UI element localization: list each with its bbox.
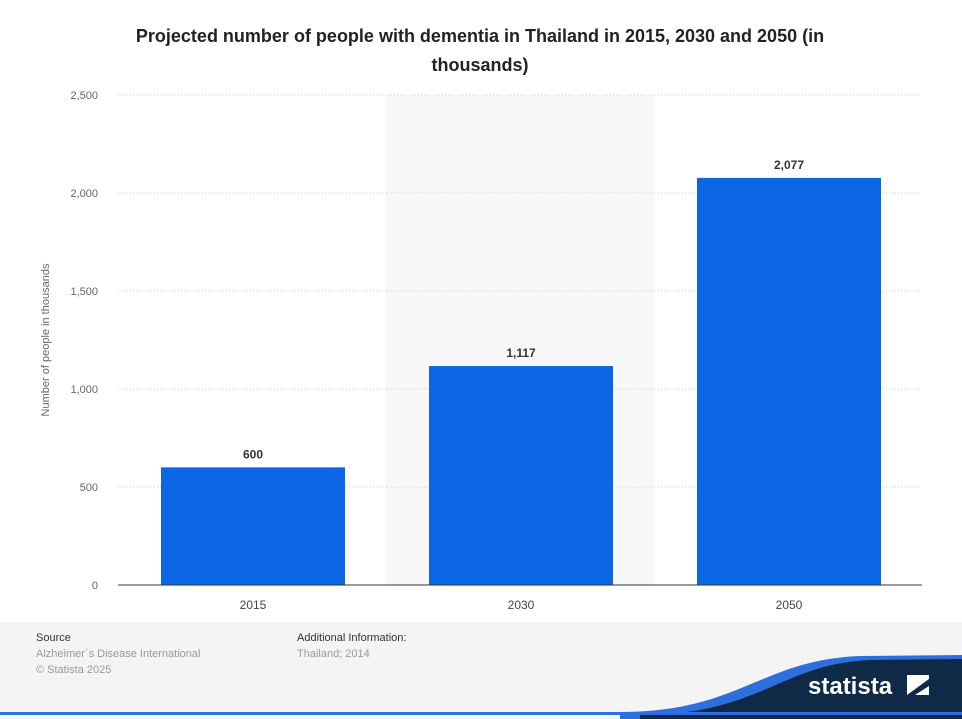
x-tick-label: 2050 [776,598,803,612]
bar-chart: 0 500 1,000 1,500 2,000 2,500 600 2015 1,117 2030… [40,90,922,612]
y-axis-label: Number of people in thousands [40,263,52,416]
data-label: 1,117 [506,346,536,360]
y-tick-label: 1,000 [70,384,98,396]
y-tick-label: 2,500 [70,90,98,102]
x-tick-label: 2030 [508,598,535,612]
y-tick-label: 500 [80,482,98,494]
chart-title: Projected number of people with dementia… [135,26,825,75]
bar-2030[interactable] [429,366,613,585]
x-tick-label: 2015 [240,598,267,612]
copyright-text: © Statista 2025 [36,664,112,676]
data-label: 2,077 [774,158,804,172]
y-tick-label: 1,500 [70,286,98,298]
info-block: Additional Information: Thailand; 2014 [297,630,406,662]
source-block: Source Alzheimer´s Disease International… [36,630,200,678]
info-text: Thailand; 2014 [297,648,370,660]
data-label: 600 [243,447,263,461]
source-text[interactable]: Alzheimer´s Disease International [36,648,201,660]
y-tick-label: 2,000 [70,188,98,200]
bar-2015[interactable] [161,467,345,585]
bar-2050[interactable] [697,177,881,585]
source-label: Source [36,632,71,644]
info-label: Additional Information: [297,632,407,644]
y-tick-label: 0 [92,580,98,592]
